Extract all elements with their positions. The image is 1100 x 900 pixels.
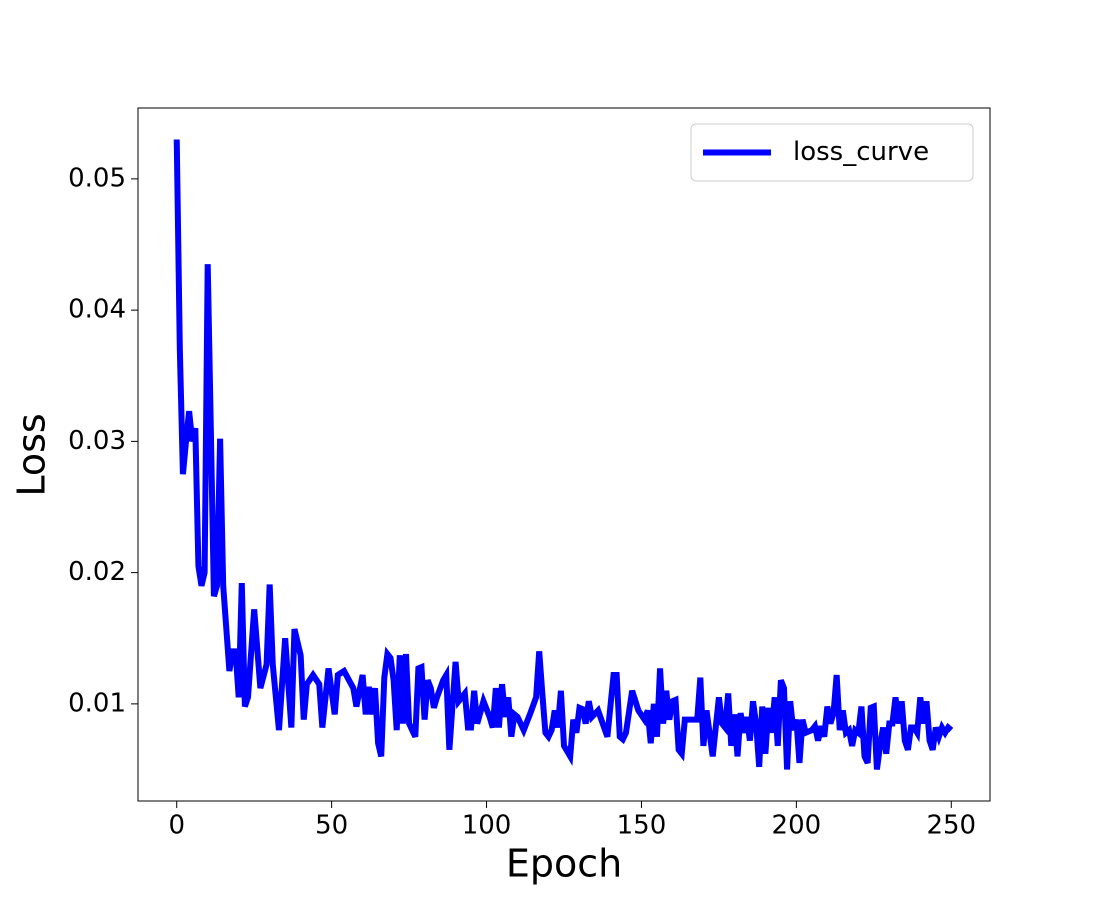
y-tick-label: 0.02	[68, 557, 126, 587]
loss-line	[173, 139, 954, 770]
y-tick-label: 0.03	[68, 426, 126, 456]
y-tick-label: 0.01	[68, 688, 126, 718]
x-tick-label: 0	[168, 811, 185, 841]
legend-box	[690, 123, 974, 182]
plot-frame	[137, 107, 991, 802]
legend-label: loss_curve	[793, 137, 929, 167]
x-tick-label: 100	[462, 811, 512, 841]
x-tick-label: 200	[772, 811, 822, 841]
y-tick-label: 0.04	[68, 295, 126, 325]
x-tick-label: 50	[315, 811, 348, 841]
y-axis-label: Loss	[10, 413, 54, 496]
x-axis-label: Epoch	[506, 842, 622, 886]
y-tick-label: 0.05	[68, 163, 126, 193]
x-tick-label: 250	[926, 811, 976, 841]
x-tick-label: 150	[617, 811, 667, 841]
